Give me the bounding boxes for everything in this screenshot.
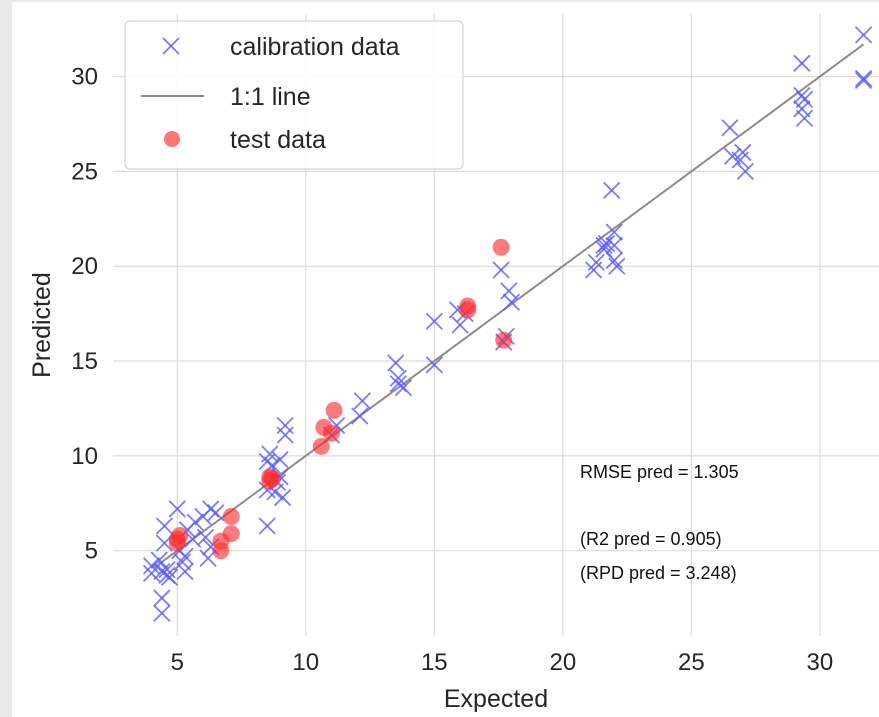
test-point-5 bbox=[222, 525, 240, 543]
calibration-point-24 bbox=[207, 504, 225, 522]
y-tick-label-25: 25 bbox=[71, 158, 98, 185]
metrics-annotation: RMSE pred = 1.305 (R2 pred = 0.905) (RPD… bbox=[580, 462, 739, 583]
calibration-point-32 bbox=[271, 451, 289, 469]
calibration-point-70 bbox=[793, 54, 811, 72]
calibration-point-20 bbox=[196, 528, 215, 547]
legend: calibration data 1:1 line test data bbox=[124, 20, 464, 170]
calibration-point-77 bbox=[854, 71, 873, 90]
calibration-point-40 bbox=[353, 392, 371, 410]
y-tick-label-20: 20 bbox=[71, 253, 98, 280]
calibration-point-2 bbox=[150, 551, 168, 569]
test-point-2 bbox=[171, 526, 189, 544]
test-point-16 bbox=[492, 238, 510, 256]
calibration-point-53 bbox=[500, 282, 518, 300]
test-point-6 bbox=[222, 508, 240, 526]
calibration-point-4 bbox=[153, 589, 171, 607]
calibration-point-72 bbox=[793, 100, 811, 118]
calibration-point-0 bbox=[142, 557, 161, 575]
calibration-point-46 bbox=[425, 356, 443, 374]
calibration-point-28 bbox=[261, 445, 279, 463]
test-point-13 bbox=[325, 401, 343, 419]
calibration-point-41 bbox=[387, 354, 405, 372]
y-tick-label-10: 10 bbox=[71, 443, 98, 470]
calibration-point-1 bbox=[142, 564, 161, 583]
x-tick-label-25: 25 bbox=[678, 649, 705, 676]
legend-test-marker bbox=[164, 131, 180, 147]
calibration-point-56 bbox=[587, 253, 605, 272]
y-tick-label-15: 15 bbox=[71, 348, 98, 375]
x-tick-label-30: 30 bbox=[807, 649, 834, 676]
calibration-point-54 bbox=[502, 293, 521, 311]
chart-frame: 5 10 15 20 25 30 5 10 15 20 25 30 Expected Predict… bbox=[12, 2, 879, 717]
test-point-17 bbox=[495, 331, 513, 349]
y-tick-label-30: 30 bbox=[71, 64, 98, 91]
calibration-point-68 bbox=[734, 143, 752, 162]
calibration-point-39 bbox=[351, 407, 369, 425]
scatter-chart: 5 10 15 20 25 30 5 10 15 20 25 30 Expected Predict… bbox=[28, 14, 879, 713]
calibration-point-3 bbox=[153, 562, 171, 581]
y-tick-labels: 5 10 15 20 25 30 bbox=[71, 64, 98, 565]
calibration-point-61 bbox=[605, 223, 623, 241]
calibration-point-63 bbox=[605, 251, 623, 270]
calibration-point-7 bbox=[155, 517, 174, 535]
test-point-10 bbox=[312, 437, 330, 455]
calibration-point-73 bbox=[795, 109, 814, 127]
calibration-point-75 bbox=[854, 26, 873, 44]
calibration-point-42 bbox=[389, 369, 407, 387]
calibration-point-65 bbox=[721, 119, 739, 137]
y-tick-label-5: 5 bbox=[85, 538, 98, 565]
calibration-point-62 bbox=[605, 236, 623, 254]
x-tick-label-20: 20 bbox=[549, 649, 576, 676]
x-axis-label: Expected bbox=[444, 685, 548, 713]
legend-box bbox=[124, 20, 464, 170]
legend-line-label: 1:1 line bbox=[230, 83, 311, 111]
legend-calibration-marker bbox=[162, 37, 180, 55]
x-tick-label-10: 10 bbox=[292, 649, 319, 676]
calibration-point-76 bbox=[854, 69, 873, 88]
calibration-point-43 bbox=[389, 375, 407, 393]
calibration-point-44 bbox=[394, 378, 413, 397]
legend-calibration-label: calibration data bbox=[230, 33, 400, 61]
test-point-12 bbox=[322, 424, 340, 442]
test-points bbox=[168, 238, 513, 560]
calibration-point-74 bbox=[795, 90, 814, 108]
calibration-point-27 bbox=[258, 517, 276, 535]
calibration-point-36 bbox=[276, 426, 294, 444]
test-point-9 bbox=[261, 468, 279, 486]
calibration-point-18 bbox=[186, 513, 204, 531]
calibration-point-69 bbox=[736, 162, 754, 181]
r2-text: (R2 pred = 0.905) bbox=[580, 529, 722, 549]
calibration-point-13 bbox=[173, 553, 192, 571]
calibration-point-45 bbox=[425, 312, 443, 330]
rpd-text: (RPD pred = 3.248) bbox=[580, 563, 737, 583]
calibration-point-48 bbox=[451, 316, 469, 334]
calibration-point-50 bbox=[492, 261, 510, 279]
test-point-15 bbox=[459, 297, 477, 315]
x-tick-label-15: 15 bbox=[421, 649, 448, 676]
y-axis-label: Predicted bbox=[28, 272, 56, 378]
calibration-point-10 bbox=[160, 568, 179, 586]
rmse-text: RMSE pred = 1.305 bbox=[580, 462, 739, 482]
calibration-point-23 bbox=[202, 500, 220, 518]
calibration-point-11 bbox=[168, 500, 186, 518]
calibration-point-60 bbox=[603, 181, 621, 199]
legend-test-label: test data bbox=[230, 126, 326, 154]
calibration-point-34 bbox=[274, 488, 292, 507]
x-tick-labels: 5 10 15 20 25 30 bbox=[171, 649, 834, 676]
calibration-point-5 bbox=[153, 604, 171, 622]
x-tick-label-5: 5 bbox=[171, 649, 184, 676]
calibration-point-64 bbox=[608, 257, 626, 275]
calibration-point-14 bbox=[176, 562, 194, 581]
